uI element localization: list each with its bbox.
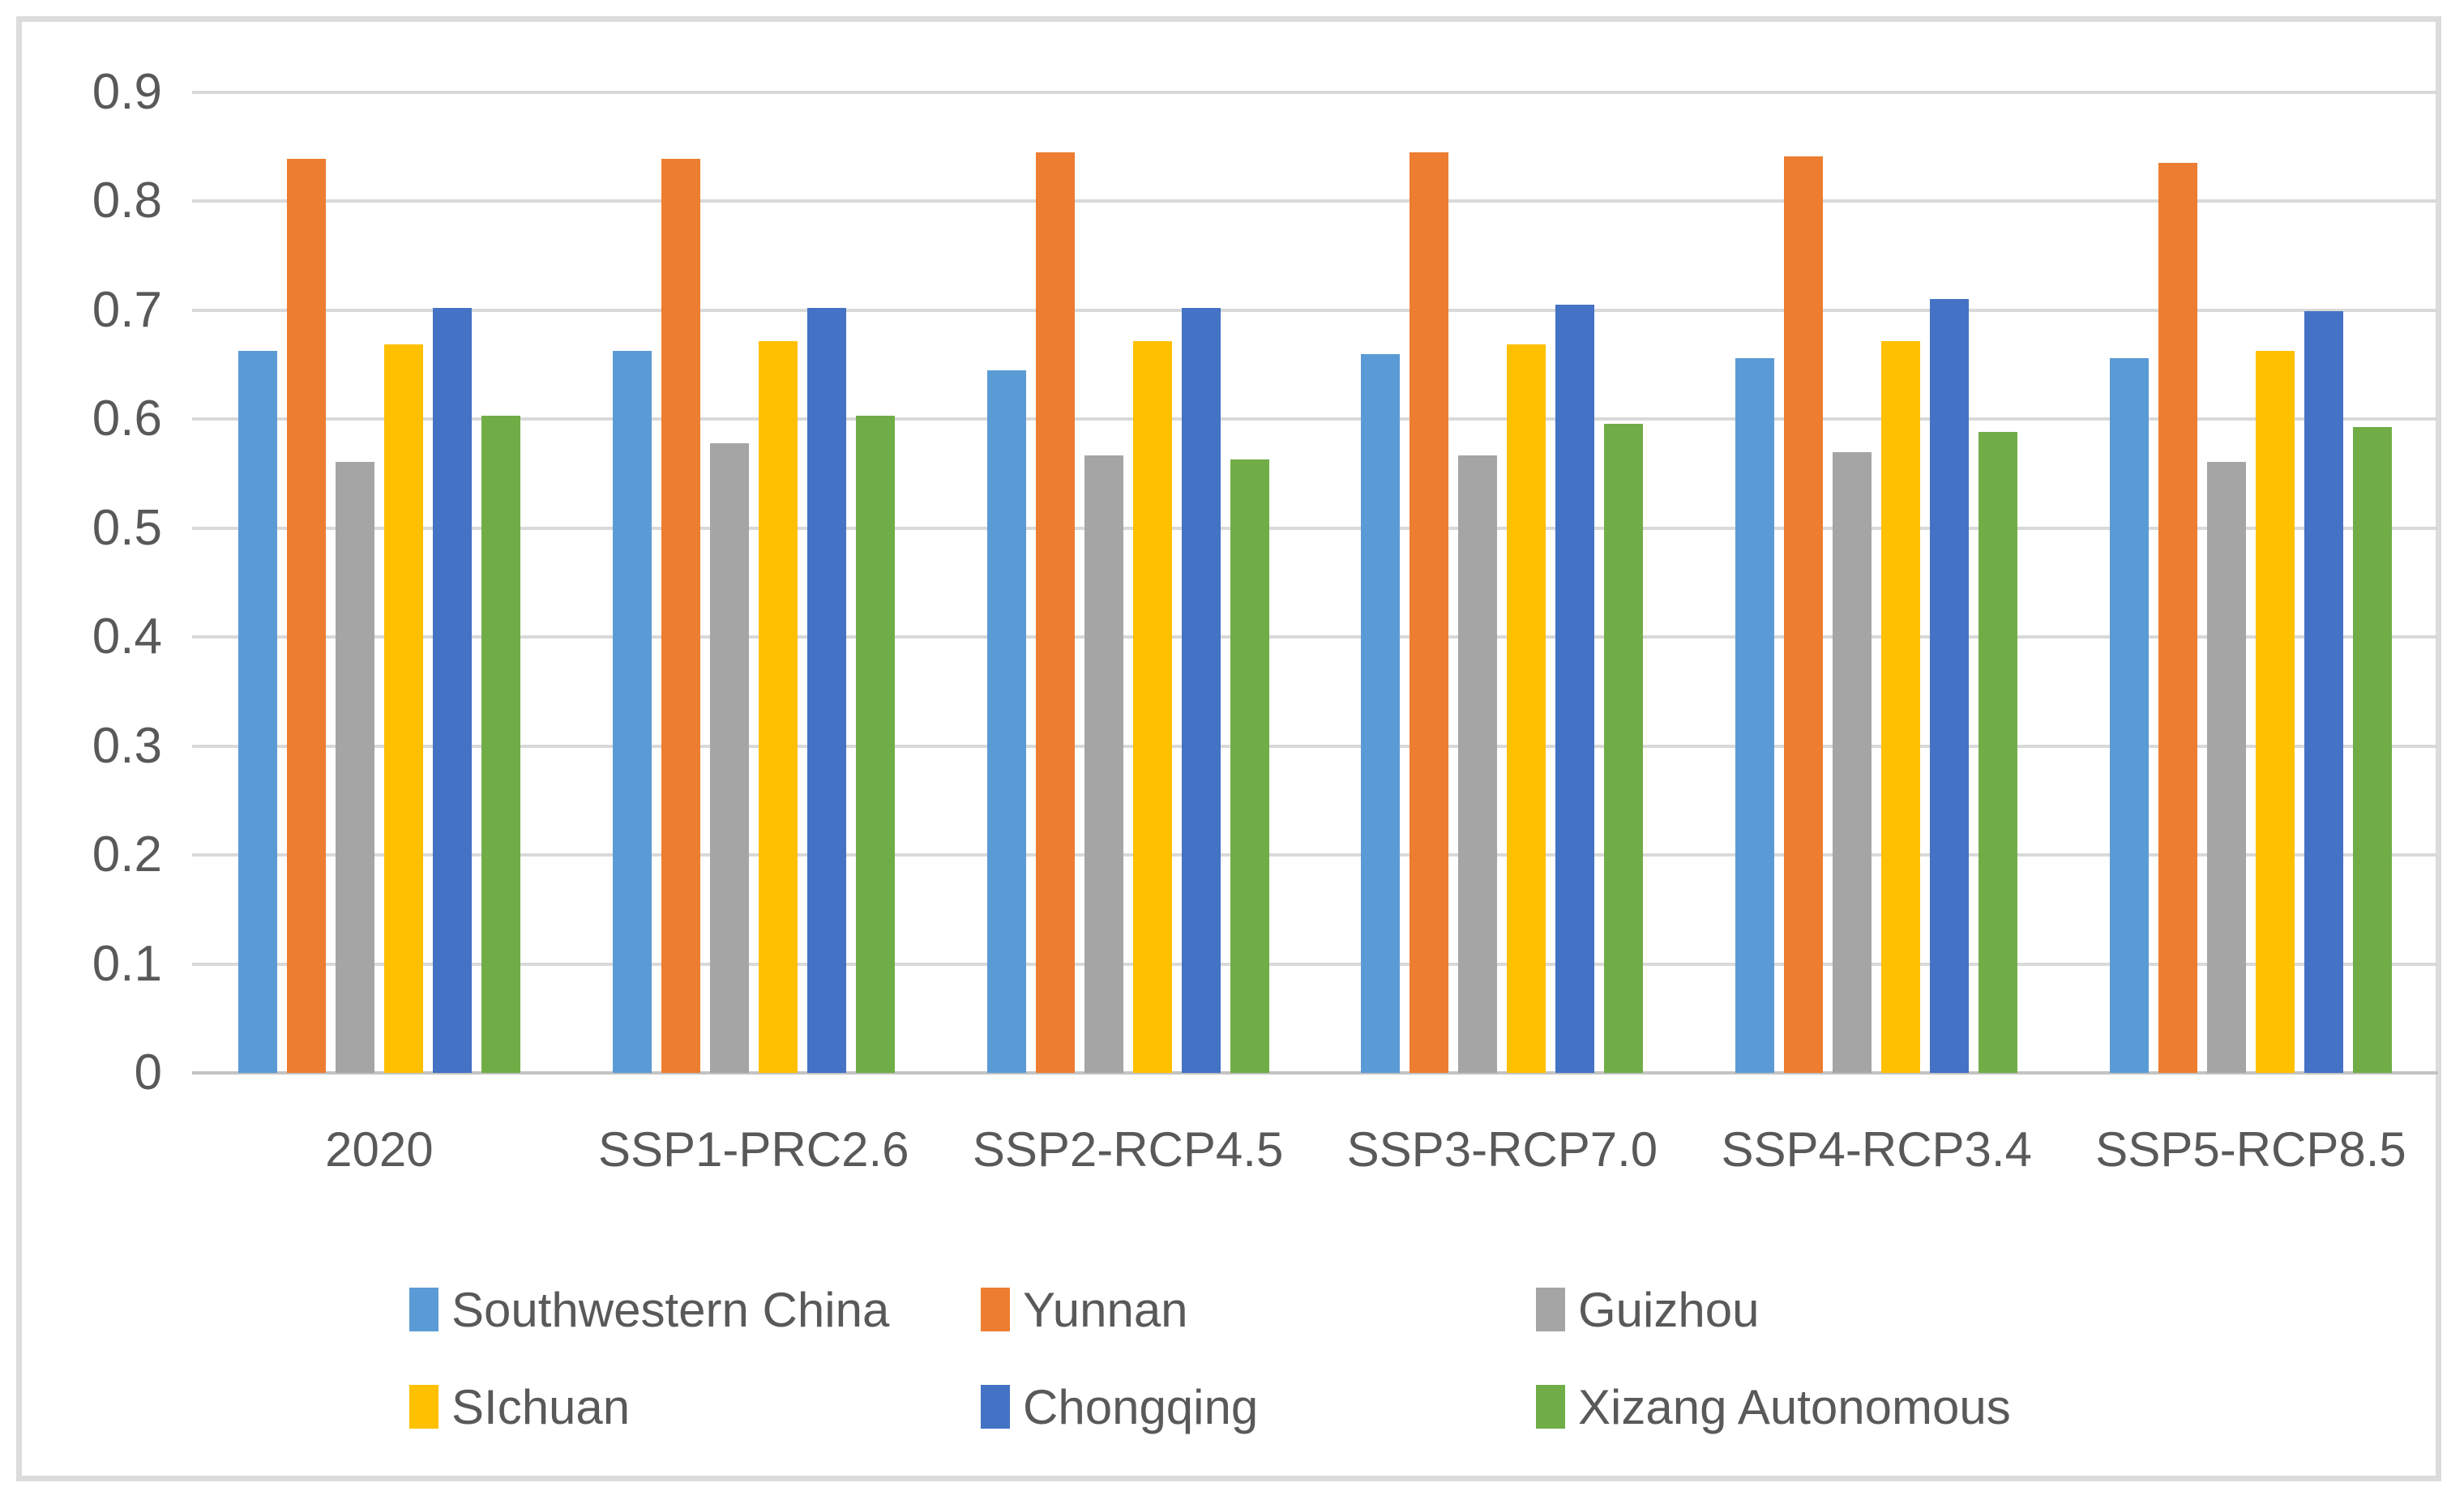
bar — [1507, 344, 1546, 1073]
bar — [1833, 452, 1872, 1073]
x-category-label: SSP2-RCP4.5 — [972, 1122, 1284, 1177]
bar — [1181, 308, 1221, 1073]
x-axis-line — [192, 1071, 2438, 1075]
bar — [1458, 455, 1498, 1073]
y-tick-label: 0 — [134, 1045, 162, 1100]
y-tick-label: 0.2 — [92, 827, 162, 883]
bar — [2304, 311, 2344, 1073]
bar — [612, 351, 652, 1073]
bar — [709, 443, 749, 1073]
bar — [1035, 152, 1075, 1073]
bar — [286, 159, 326, 1073]
bar — [2110, 358, 2150, 1073]
bar — [1230, 459, 1269, 1073]
gridline — [192, 853, 2438, 857]
bar — [1735, 358, 1775, 1073]
bar — [2353, 427, 2393, 1073]
gridline — [192, 417, 2438, 421]
bar — [1930, 299, 1970, 1073]
bar — [335, 462, 374, 1073]
gridline — [192, 962, 2438, 966]
gridline — [192, 635, 2438, 639]
x-category-label: SSP3-RCP7.0 — [1346, 1122, 1658, 1177]
plot-area — [192, 91, 2438, 1075]
bar — [1555, 305, 1595, 1073]
bar — [1132, 341, 1172, 1073]
bar — [1361, 354, 1401, 1073]
bar — [432, 308, 472, 1073]
bar-group — [1315, 92, 1689, 1073]
y-tick-label: 0.8 — [92, 173, 162, 229]
gridline — [192, 744, 2438, 748]
bar — [1410, 152, 1449, 1073]
bar-groups — [192, 92, 2438, 1073]
y-tick-label: 0.1 — [92, 935, 162, 992]
x-category-label: 2020 — [325, 1122, 434, 1177]
bar — [237, 351, 277, 1073]
bar-group — [1689, 92, 2064, 1073]
bar-group — [567, 92, 941, 1073]
x-category-label: SSP5-RCP8.5 — [2095, 1122, 2406, 1177]
x-category-label: SSP4-RCP3.4 — [1721, 1122, 2032, 1177]
x-axis: 2020 SSP1-PRC2.6 SSP2-RCP4.5 SSP3-RCP7.0 SSP… — [192, 1120, 2438, 1180]
y-tick-label: 0.9 — [92, 64, 162, 120]
gridline — [192, 199, 2438, 203]
y-tick-label: 0.6 — [92, 391, 162, 447]
bar — [1881, 341, 1921, 1073]
bar — [2207, 462, 2247, 1073]
bar — [1978, 432, 2018, 1073]
gridline — [192, 91, 2438, 94]
bar — [481, 416, 520, 1073]
bar — [383, 344, 423, 1073]
bar — [1784, 156, 1824, 1073]
bar-group — [192, 92, 567, 1073]
bar — [806, 308, 846, 1073]
bar — [758, 341, 798, 1073]
gridline — [192, 526, 2438, 530]
bar — [855, 416, 895, 1073]
gridline — [192, 308, 2438, 312]
bar — [1084, 455, 1123, 1073]
y-tick-label: 0.7 — [92, 281, 162, 338]
bar — [1604, 424, 1644, 1073]
y-tick-label: 0.5 — [92, 499, 162, 556]
y-tick-label: 0.3 — [92, 717, 162, 774]
bar-group — [2064, 92, 2438, 1073]
bar — [2256, 351, 2295, 1073]
x-category-label: SSP1-PRC2.6 — [597, 1122, 909, 1177]
bar — [661, 159, 700, 1073]
bar — [2158, 163, 2198, 1073]
bar-group — [941, 92, 1315, 1073]
y-tick-label: 0.4 — [92, 609, 162, 665]
bar — [986, 370, 1026, 1073]
